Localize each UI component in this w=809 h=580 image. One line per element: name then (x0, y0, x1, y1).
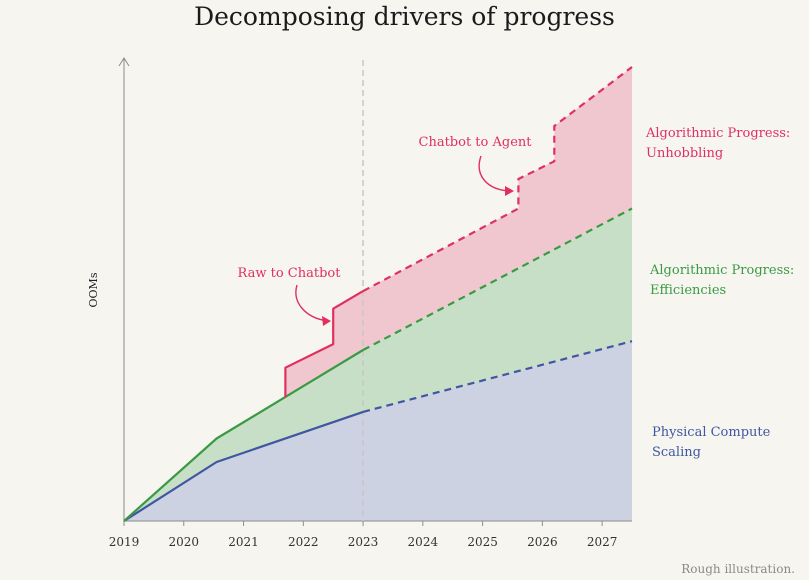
y-axis-arrow (118, 57, 130, 67)
arrow-chatbot-to-agent (478, 155, 511, 192)
label-efficiencies: Algorithmic Progress: (649, 263, 794, 278)
chart-title: Decomposing drivers of progress (194, 2, 615, 31)
arrow-raw-to-chatbot (295, 284, 329, 322)
line-physical-compute-actual (123, 410, 364, 522)
line-efficiencies-projected (362, 207, 633, 351)
x-tick-label: 2021 (228, 535, 259, 549)
area-efficiencies (124, 208, 632, 521)
x-tick-label: 2022 (288, 535, 319, 549)
y-axis-label: OOMs (87, 272, 100, 307)
line-physical-compute-projected (362, 340, 633, 413)
footnote: Rough illustration. (681, 562, 795, 576)
x-tick-label: 2025 (467, 535, 498, 549)
x-tick-label: 2023 (348, 535, 379, 549)
annotation-chatbot-to-agent: Chatbot to Agent (419, 135, 533, 150)
label-unhobbling: Unhobbling (646, 146, 723, 161)
label-unhobbling: Algorithmic Progress: (645, 126, 790, 141)
arrowhead-chatbot-to-agent (505, 186, 514, 196)
x-tick-label: 2020 (168, 535, 199, 549)
area-physical-compute (124, 341, 632, 521)
annotation-raw-to-chatbot: Raw to Chatbot (238, 266, 342, 281)
line-unhobbling-projected (362, 66, 633, 293)
arrowhead-raw-to-chatbot (322, 316, 331, 326)
x-tick-label: 2019 (109, 535, 140, 549)
line-unhobbling-actual (284, 290, 364, 398)
x-tick-label: 2026 (527, 535, 558, 549)
x-tick-label: 2027 (587, 535, 618, 549)
label-physical-compute: Scaling (652, 445, 701, 460)
line-efficiencies-actual (123, 349, 364, 522)
x-tick-label: 2024 (408, 535, 439, 549)
area-unhobbling (285, 67, 632, 398)
label-physical-compute: Physical Compute (652, 425, 771, 440)
label-efficiencies: Efficiencies (650, 283, 726, 298)
